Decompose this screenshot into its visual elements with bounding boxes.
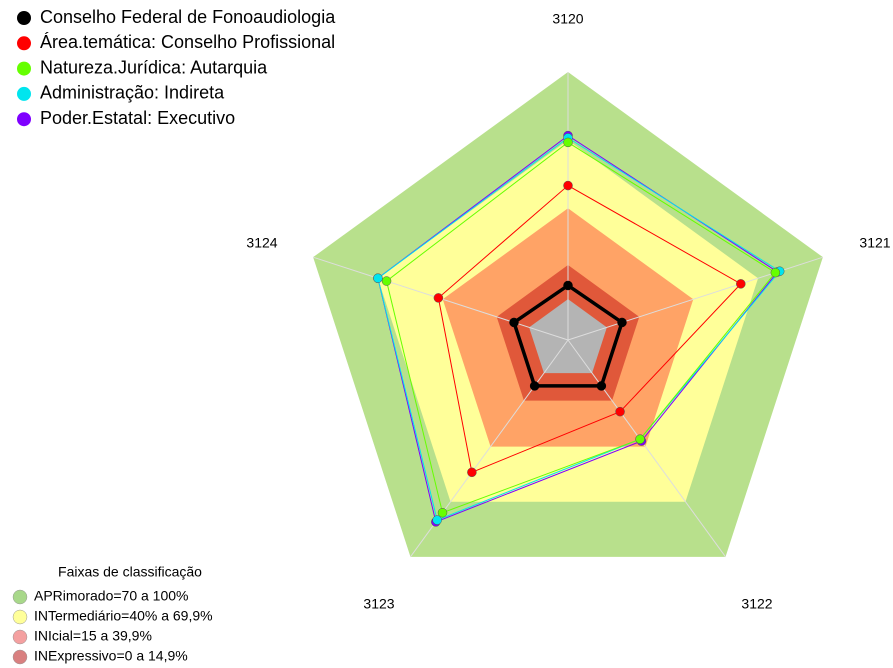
point [437, 507, 448, 518]
point [596, 381, 607, 391]
point [381, 276, 392, 286]
series-line [511, 283, 625, 388]
series-line [437, 184, 742, 473]
point [433, 293, 444, 303]
legend-label: Poder.Estatal: Executivo [40, 108, 235, 128]
legend-marker [17, 11, 31, 25]
point [736, 279, 746, 289]
band-legend-marker [12, 649, 28, 665]
bands-legend-title: Faixas de classificação [58, 564, 202, 580]
legend-marker [17, 86, 31, 101]
legend-marker [17, 36, 31, 51]
band-legend-marker [12, 589, 28, 605]
series-line [385, 141, 777, 514]
series-line [377, 137, 781, 521]
legend-marker [17, 112, 31, 127]
axis-label: 3121 [859, 235, 890, 251]
axis-label: 3122 [741, 596, 772, 612]
point [635, 434, 645, 444]
point [615, 406, 625, 417]
point [373, 273, 383, 283]
point [563, 180, 573, 191]
legend-marker [17, 61, 31, 76]
point [770, 267, 781, 278]
axis-label: 3120 [552, 11, 583, 27]
point [467, 467, 477, 478]
legend-label: Administração: Indireta [40, 83, 225, 103]
legend-label: Área.temática: Conselho Profissional [40, 32, 335, 52]
point [617, 317, 627, 328]
point [563, 280, 573, 291]
band-legend-label: INExpressivo=0 a 14,9% [34, 648, 188, 664]
axis-label: 3123 [363, 596, 394, 612]
point [432, 515, 442, 525]
point [563, 137, 573, 148]
axis-label: 3124 [246, 235, 277, 251]
band-legend-marker [12, 609, 28, 625]
legend-label: Conselho Federal de Fonoaudiologia [40, 7, 336, 27]
band-legend-label: INIcial=15 a 39,9% [34, 628, 152, 644]
band-legend-label: APRimorado=70 a 100% [34, 588, 189, 604]
band-legend-marker [12, 629, 28, 645]
point [509, 317, 519, 328]
spoke [567, 339, 726, 558]
band-legend-label: INTermediário=40% a 69,9% [34, 608, 213, 624]
legend-label: Natureza.Jurídica: Autarquia [40, 57, 268, 77]
point [529, 381, 540, 391]
